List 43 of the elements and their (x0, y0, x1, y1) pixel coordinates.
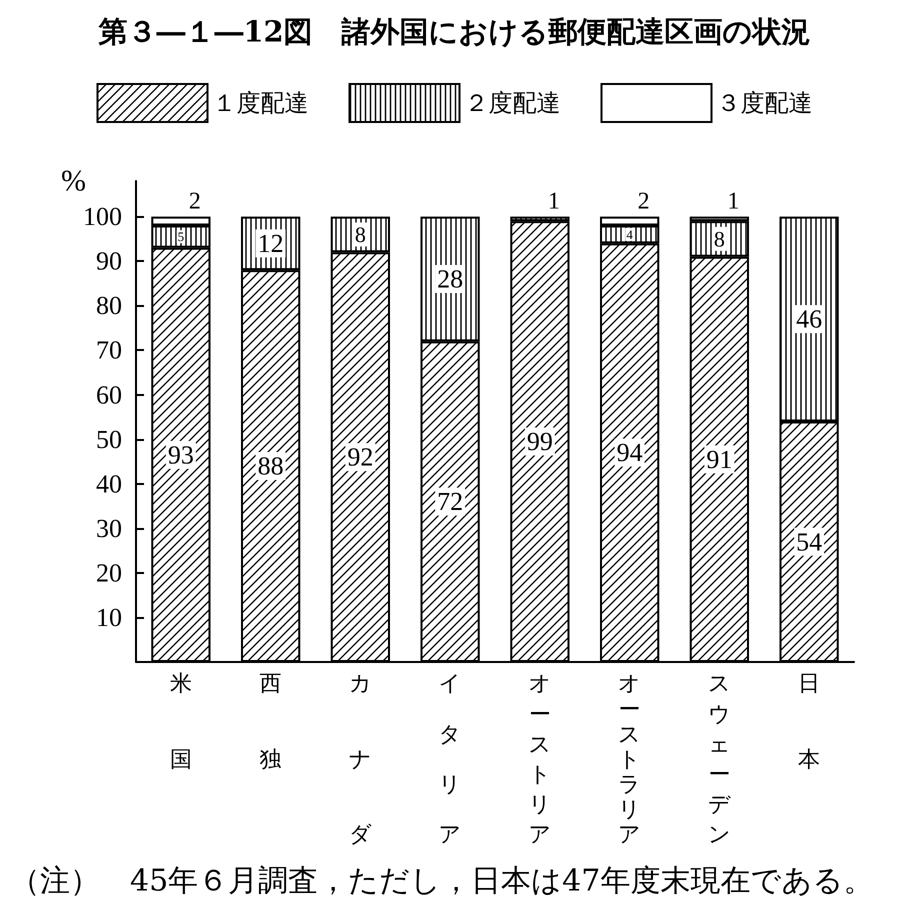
category-label: 米国 (170, 672, 192, 772)
data-label: 88 (258, 452, 284, 481)
data-label: 93 (168, 440, 194, 470)
data-label: 46 (796, 304, 822, 334)
y-tick-label: 30 (96, 514, 122, 543)
data-label: 8 (354, 222, 366, 247)
data-label: 72 (437, 487, 464, 516)
legend-label: ２度配達 (464, 89, 560, 117)
y-tick-label: 100 (83, 202, 122, 232)
y-tick-label: 40 (96, 469, 122, 498)
data-label: 4 (626, 226, 634, 242)
x-tick-label: イタリア (438, 672, 462, 848)
y-tick-label: 50 (96, 424, 122, 454)
data-label: 54 (796, 527, 822, 556)
legend-label: １度配達 (212, 89, 308, 117)
data-label: 8 (714, 226, 725, 252)
category-label: カナダ (348, 672, 372, 848)
data-label: 12 (258, 228, 284, 258)
category-label: 西独 (260, 672, 282, 772)
y-tick-label: 10 (96, 602, 122, 632)
data-label: 91 (706, 444, 732, 474)
data-label: 2 (638, 188, 650, 215)
legend-label: ３度配達 (716, 89, 812, 117)
chart-title: 第３―１―12図 諸外国における郵便配達区画の状況 (97, 14, 811, 48)
data-label: 5 (178, 229, 184, 244)
y-tick-label: 80 (96, 291, 122, 320)
data-label: 94 (616, 438, 643, 468)
x-tick-label: オーストリア (528, 672, 552, 848)
x-tick-label: オーストラリア (618, 672, 642, 848)
y-tick-label: 20 (96, 558, 122, 588)
data-label: 2 (188, 188, 201, 215)
y-tick-label: 90 (96, 246, 122, 276)
data-label: 92 (347, 442, 374, 472)
y-axis-title: % (61, 164, 86, 198)
y-tick-label: 70 (96, 336, 122, 365)
data-label: 1 (548, 188, 560, 215)
text: （注） 45年６月調査，ただし，日本は47年度末現在である。 (10, 864, 874, 898)
data-label: 1 (727, 188, 740, 215)
category-label: 日本 (798, 672, 820, 772)
y-tick-label: 60 (96, 380, 122, 410)
data-label: 99 (526, 427, 553, 456)
x-tick-label: スウェーデン (708, 672, 731, 848)
data-label: 28 (437, 264, 464, 294)
